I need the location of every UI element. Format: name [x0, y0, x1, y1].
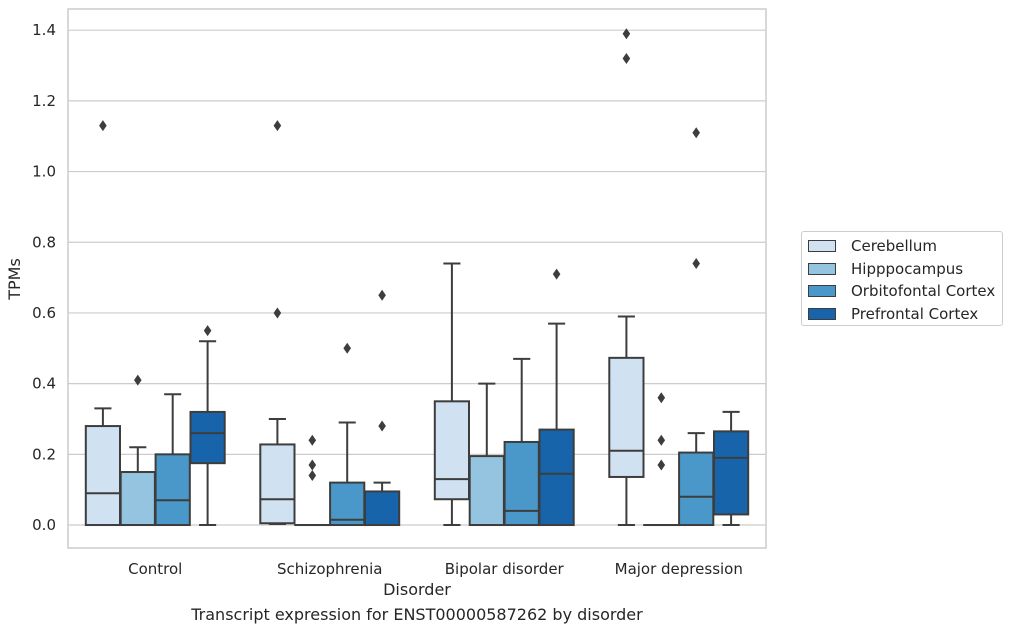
- box-orbitofontal-cortex: [329, 342, 366, 527]
- y-tick-label: 0.2: [32, 445, 56, 463]
- box-hipppocampus: [294, 434, 331, 527]
- legend-item: Cerebellum: [808, 235, 1002, 258]
- box-orbitofontal-cortex: [678, 127, 715, 527]
- outlier-point: [99, 120, 107, 132]
- y-tick-label: 0.4: [32, 375, 56, 393]
- legend-item: Orbitofontal Cortex: [808, 280, 1002, 303]
- y-tick-labels: 0.0 0.2 0.4 0.6 0.8 1.0 1.2 1.4: [32, 21, 56, 534]
- box-cerebellum: [608, 28, 645, 527]
- legend: Cerebellum Hipppocampus Orbitofontal Corte…: [801, 231, 1003, 326]
- outlier-point: [657, 459, 666, 471]
- box-orbitofontal-cortex: [154, 393, 191, 527]
- box-prefrontal-cortex: [712, 410, 750, 527]
- y-tick-label: 1.2: [32, 92, 56, 110]
- legend-item: Hipppocampus: [808, 258, 1002, 281]
- outlier-point: [622, 52, 631, 64]
- legend-swatch: [808, 307, 836, 320]
- box-hipppocampus: [468, 382, 505, 527]
- box-body: [189, 410, 226, 465]
- box-hipppocampus: [119, 374, 156, 527]
- legend-swatch: [808, 285, 836, 298]
- figure-caption: Transcript expression for ENST0000058726…: [191, 605, 643, 624]
- x-tick-label: Control: [128, 560, 182, 578]
- box-body: [363, 490, 401, 527]
- outlier-point: [273, 120, 282, 132]
- box-prefrontal-cortex: [189, 325, 226, 527]
- outlier-point: [343, 342, 351, 354]
- y-tick-label: 1.4: [32, 21, 56, 39]
- y-tick-label: 0.6: [32, 304, 56, 322]
- box-body: [608, 356, 645, 478]
- box-body: [84, 425, 122, 527]
- box-body: [503, 440, 540, 527]
- y-tick-label: 0.0: [32, 516, 56, 534]
- outlier-point: [378, 289, 386, 301]
- outlier-point: [203, 325, 212, 337]
- box-cerebellum: [433, 262, 471, 527]
- y-axis-title: TPMs: [5, 258, 24, 301]
- outlier-point: [378, 420, 386, 432]
- box-body: [678, 451, 715, 527]
- x-tick-label: Bipolar disorder: [445, 560, 565, 578]
- outlier-point: [657, 434, 666, 446]
- legend-label: Orbitofontal Cortex: [851, 282, 996, 301]
- outlier-point: [308, 434, 317, 446]
- box-cerebellum: [259, 120, 296, 525]
- box-body: [468, 455, 505, 527]
- plot-frame: [67, 8, 767, 549]
- y-tick-label: 0.8: [32, 233, 56, 251]
- box-hipppocampus: [643, 392, 680, 527]
- box-body: [119, 471, 156, 527]
- legend-label: Prefrontal Cortex: [851, 304, 979, 323]
- legend-label: Hipppocampus: [851, 259, 964, 278]
- legend-swatch: [808, 262, 836, 275]
- x-tick-labels: Control Schizophrenia Bipolar disorder Majo…: [128, 560, 743, 578]
- outlier-point: [692, 257, 700, 269]
- outlier-point: [552, 268, 561, 280]
- y-tick-label: 1.0: [32, 163, 56, 181]
- outlier-point: [308, 459, 317, 471]
- legend-label: Cerebellum: [851, 237, 937, 256]
- box-prefrontal-cortex: [538, 268, 575, 527]
- x-tick-label: Major depression: [615, 560, 743, 578]
- outlier-point: [273, 307, 282, 319]
- outlier-point: [308, 470, 317, 482]
- box-prefrontal-cortex: [363, 289, 401, 527]
- outlier-point: [657, 392, 666, 404]
- outlier-point: [622, 28, 631, 40]
- x-axis-title: Disorder: [383, 580, 451, 599]
- box-body: [538, 428, 575, 527]
- outlier-point: [692, 127, 700, 139]
- box-body: [259, 443, 296, 525]
- box-plots: [84, 28, 750, 527]
- box-body: [433, 400, 471, 501]
- box-cerebellum: [84, 120, 122, 527]
- legend-item: Prefrontal Cortex: [808, 303, 1002, 326]
- x-tick-label: Schizophrenia: [277, 560, 382, 578]
- box-body: [154, 453, 191, 527]
- outlier-point: [134, 374, 142, 386]
- box-body: [712, 430, 750, 516]
- legend-swatch: [808, 240, 836, 253]
- box-body: [329, 481, 366, 527]
